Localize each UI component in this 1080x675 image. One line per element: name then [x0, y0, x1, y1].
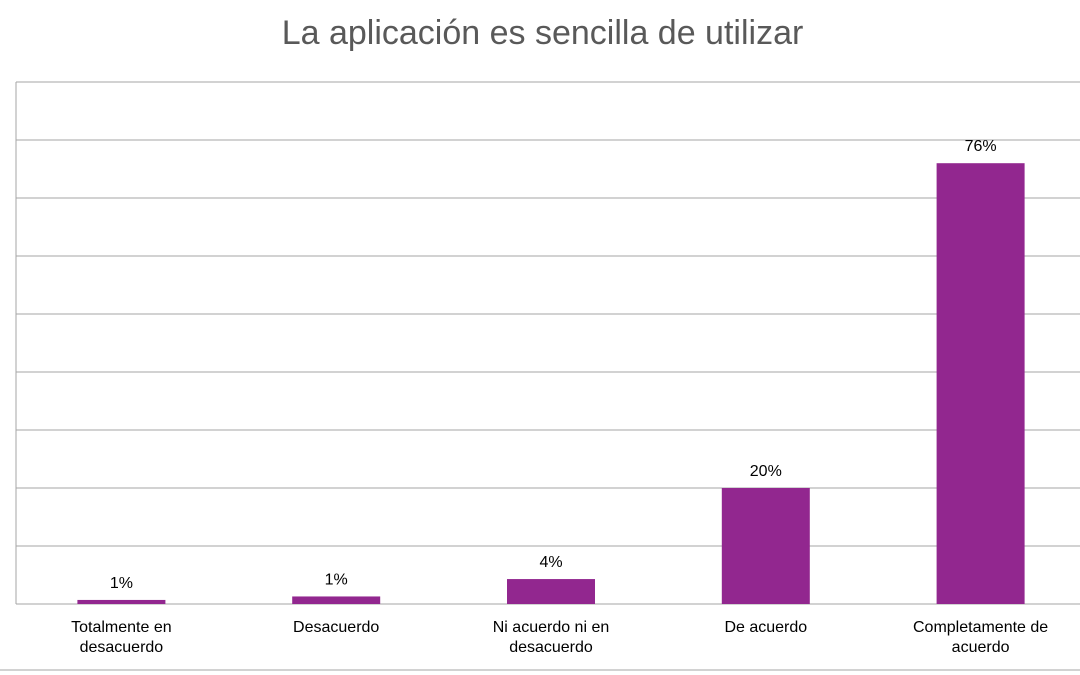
x-tick-label-line: desacuerdo	[509, 639, 593, 656]
bar	[77, 599, 166, 604]
chart-title: La aplicación es sencilla de utilizar	[281, 14, 804, 52]
x-tick-label-line: Desacuerdo	[293, 619, 380, 636]
x-tick-label: Ni acuerdo ni en desacuerdo	[466, 618, 636, 658]
data-label: 20%	[750, 463, 782, 480]
x-tick-label-line: acuerdo	[951, 639, 1010, 656]
x-tick-label: Completamente de acuerdo	[896, 618, 1066, 658]
bar	[936, 163, 1025, 604]
x-tick-label: Desacuerdo	[251, 618, 421, 638]
x-tick-label: De acuerdo	[681, 618, 851, 638]
data-label: 1%	[325, 571, 348, 588]
bar	[292, 596, 381, 604]
bar	[721, 488, 810, 604]
x-tick-label-line: Totalmente en	[71, 619, 172, 636]
data-label: 4%	[539, 554, 562, 571]
x-tick-label-line: desacuerdo	[79, 639, 164, 656]
x-tick-label-line: Ni acuerdo ni en	[492, 619, 610, 636]
x-tick-label-line: De acuerdo	[724, 619, 808, 636]
bar	[507, 579, 595, 604]
x-tick-label-line: Completamente de	[913, 619, 1049, 636]
x-tick-label: Totalmente en desacuerdo	[36, 618, 206, 658]
data-label: 1%	[110, 575, 133, 592]
data-label: 76%	[965, 138, 997, 155]
